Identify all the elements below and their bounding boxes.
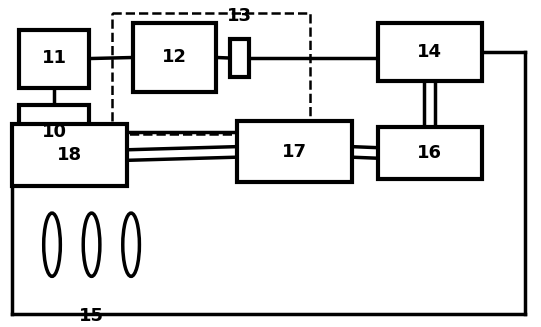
Bar: [133, 23, 216, 92]
Text: 18: 18: [57, 146, 82, 164]
Text: 15: 15: [79, 307, 104, 325]
Ellipse shape: [123, 213, 140, 276]
Text: 16: 16: [417, 144, 442, 162]
Bar: [230, 39, 249, 77]
Bar: [19, 106, 89, 158]
Text: 10: 10: [42, 123, 67, 141]
Bar: [237, 121, 352, 182]
Bar: [378, 23, 481, 81]
Text: 11: 11: [42, 49, 67, 67]
Ellipse shape: [83, 213, 100, 276]
Bar: [12, 125, 127, 186]
Bar: [378, 127, 481, 179]
Text: 13: 13: [227, 7, 252, 25]
Text: 14: 14: [417, 43, 442, 61]
Text: 12: 12: [162, 48, 187, 66]
Ellipse shape: [44, 213, 61, 276]
Bar: [113, 13, 310, 134]
Text: 17: 17: [282, 143, 307, 161]
Bar: [19, 29, 89, 88]
